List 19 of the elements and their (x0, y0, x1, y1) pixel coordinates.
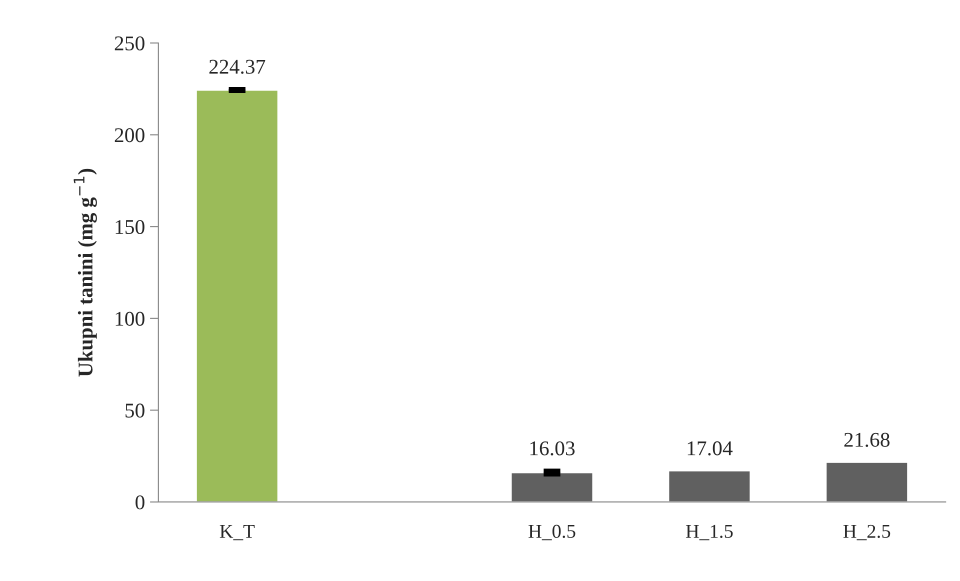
y-tick-label: 150 (116, 220, 144, 234)
bar (668, 470, 752, 502)
data-label: 17.04 (688, 441, 733, 456)
bar (510, 472, 594, 502)
y-tick-label: 250 (114, 36, 144, 50)
x-tick-label: H_0.5 (528, 524, 576, 540)
y-tick-label: 100 (116, 312, 144, 326)
bar (825, 461, 909, 502)
bar (195, 89, 279, 502)
y-tick-label: 200 (114, 128, 144, 142)
x-tick-label: K_T (220, 524, 255, 540)
x-tick-label: H_2.5 (843, 524, 890, 540)
y-axis-title: Ukupni tanini (mg g$^{−1}$) (74, 168, 97, 377)
y-tick-label: 0 (136, 495, 144, 510)
y-tick-label: 50 (126, 404, 144, 418)
data-label: 16.03 (530, 441, 575, 456)
x-tick-label: H_1.5 (686, 524, 733, 540)
data-label: 21.68 (844, 432, 890, 447)
data-label: 224.37 (209, 60, 266, 74)
